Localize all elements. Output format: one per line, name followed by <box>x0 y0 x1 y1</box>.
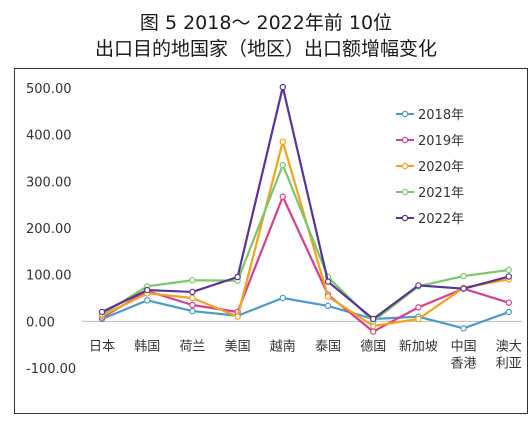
legend-item: 2022年 <box>396 212 464 227</box>
data-point <box>460 325 467 332</box>
data-point <box>505 299 512 306</box>
y-tick-label: 200.00 <box>26 222 72 237</box>
data-point <box>460 285 467 292</box>
data-point <box>415 304 422 311</box>
chart-title-line1: 图 5 2018～ 2022年前 10位 <box>139 12 393 34</box>
data-point <box>279 83 286 91</box>
data-point <box>505 308 512 316</box>
x-tick-label: 越南 <box>270 338 296 354</box>
data-point <box>505 266 512 274</box>
data-point <box>189 307 196 315</box>
x-tick-label: 韩国 <box>134 339 160 354</box>
legend-item: 2021年 <box>396 186 464 201</box>
data-point <box>234 273 241 281</box>
y-tick-label: 300.00 <box>26 175 72 190</box>
series-line <box>101 296 510 330</box>
y-tick-label: 500.00 <box>26 82 72 97</box>
data-point <box>189 277 196 284</box>
data-point <box>143 286 151 294</box>
data-point <box>189 301 196 309</box>
data-point <box>143 297 151 304</box>
series-2018年 <box>98 294 512 332</box>
data-point <box>279 193 286 200</box>
y-tick-label: 100.00 <box>26 269 72 284</box>
data-point <box>324 293 332 300</box>
legend-label: 2021年 <box>418 186 464 201</box>
data-point <box>189 294 196 302</box>
legend-item: 2018年 <box>396 108 464 123</box>
x-tick-label: 日本 <box>89 339 115 354</box>
series-line <box>101 85 510 321</box>
legend-label: 2018年 <box>418 108 464 123</box>
data-point <box>279 294 286 302</box>
data-point <box>415 282 422 289</box>
y-tick-label: 400.00 <box>26 129 72 144</box>
data-point <box>415 315 422 323</box>
data-point <box>98 308 106 316</box>
y-tick-label: -100.00 <box>26 362 76 377</box>
x-tick-label: 新加坡 <box>399 338 438 354</box>
x-tick-label: 美国 <box>225 339 251 354</box>
legend-item: 2020年 <box>396 160 464 175</box>
x-tick-label: 泰国 <box>315 339 341 354</box>
x-tick-label: 中国香港 <box>451 339 477 371</box>
data-point <box>279 138 286 145</box>
data-point <box>324 302 332 310</box>
legend-label: 2020年 <box>418 160 464 175</box>
series-line <box>101 195 510 333</box>
chart-frame: -100.00 0.00 100.00 200.00 300.00 400.00 500.0… <box>14 68 528 414</box>
chart-title-line2: 出口目的地国家（地区）出口额增幅变化 <box>94 38 437 60</box>
legend-label: 2022年 <box>418 212 464 227</box>
data-point <box>324 278 332 285</box>
data-point <box>234 313 241 320</box>
series-2022年 <box>98 83 512 323</box>
legend-item: 2019年 <box>396 134 464 149</box>
data-point <box>279 161 286 169</box>
x-tick-label: 德国 <box>360 339 386 354</box>
data-point <box>370 315 377 323</box>
y-tick-label: 0.00 <box>26 315 55 330</box>
legend-label: 2019年 <box>418 134 464 149</box>
legend: 2018年 2019年 2020年 2021年 2022年 <box>396 108 464 227</box>
x-tick-label: 荷兰 <box>179 339 205 354</box>
data-point <box>370 328 377 335</box>
data-point <box>505 273 512 280</box>
x-tick-label: 澳大利亚 <box>496 338 522 371</box>
data-point <box>460 272 467 280</box>
series-2021年 <box>98 161 512 325</box>
data-point <box>189 288 196 296</box>
series-line <box>101 163 509 323</box>
